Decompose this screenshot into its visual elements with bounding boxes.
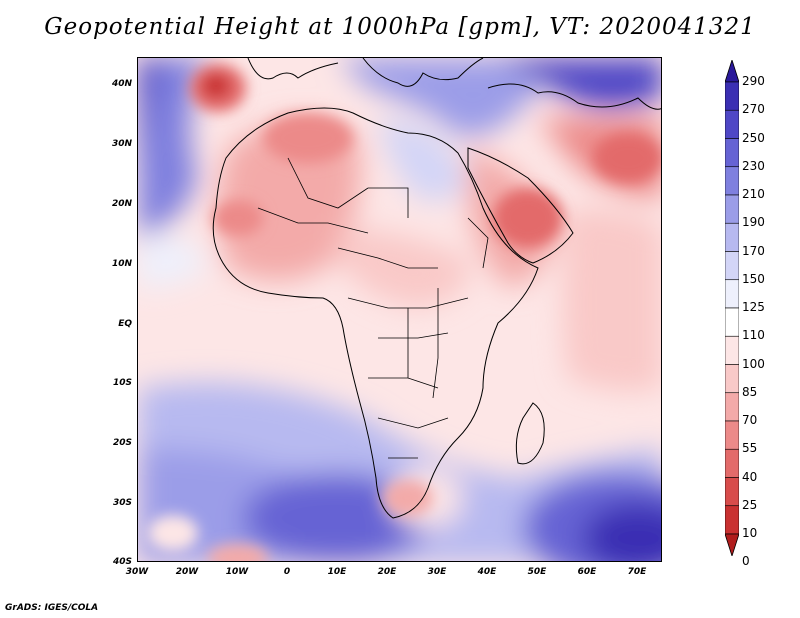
colorbar-label: 270 [742, 102, 765, 117]
lat-label-40n: 40N [111, 79, 132, 89]
colorbar-segment [725, 166, 739, 196]
lon-label-0: 0 [283, 567, 291, 577]
colorbar-label: 290 [742, 74, 765, 88]
colorbar-segment [725, 477, 739, 507]
africa-coastline [212, 107, 539, 519]
colorbar-label: 110 [742, 328, 765, 343]
colorbar-segment [725, 420, 739, 450]
colorbar-segment [725, 335, 739, 365]
colorbar-segment [725, 251, 739, 281]
colorbar-segment [725, 448, 739, 478]
colorbar [725, 60, 739, 556]
colorbar-segment [725, 222, 739, 252]
lon-label-10w: 10W [225, 567, 249, 577]
colorbar-bottom-arrow [725, 533, 739, 556]
colorbar-label: 85 [742, 384, 758, 399]
madagascar-coastline [515, 402, 545, 465]
colorbar-top-arrow [725, 60, 739, 83]
map-title: Geopotential Height at 1000hPa [gpm], VT… [44, 14, 756, 40]
lon-label-70e: 70E [627, 567, 647, 577]
geopotential-field [138, 58, 661, 561]
colorbar-segment [725, 138, 739, 168]
colorbar-segment [725, 307, 739, 337]
colorbar-segment [725, 81, 739, 111]
lon-label-30w: 30W [125, 567, 149, 577]
colorbar-segment [725, 505, 739, 535]
lat-label-30n: 30N [111, 139, 132, 149]
country-borders [257, 157, 489, 459]
lat-label-40s: 40S [112, 557, 132, 567]
colorbar-label: 125 [742, 300, 765, 314]
colorbar-segment [725, 279, 739, 309]
colorbar-label: 150 [742, 271, 765, 286]
colorbar-label: 230 [742, 158, 765, 173]
lat-label-20s: 20S [112, 438, 132, 448]
colorbar-segment [725, 392, 739, 422]
lat-label-10n: 10N [111, 259, 132, 269]
colorbar-segment [725, 109, 739, 139]
colorbar-label: 55 [742, 441, 758, 456]
lat-label-10s: 10S [112, 378, 132, 388]
lat-label-20n: 20N [111, 199, 132, 209]
colorbar-label: 250 [742, 130, 765, 145]
map-plot-area [137, 57, 662, 562]
colorbar-label: 170 [742, 243, 765, 258]
colorbar-label: 100 [742, 356, 765, 371]
colorbar-label: 190 [742, 215, 765, 230]
lon-label-60e: 60E [577, 567, 597, 577]
colorbar-label: 10 [742, 526, 758, 540]
lon-label-10e: 10E [327, 567, 347, 577]
lat-label-eq: EQ [118, 319, 132, 329]
lon-label-20e: 20E [377, 567, 397, 577]
colorbar-segment [725, 194, 739, 224]
lat-label-30s: 30S [112, 498, 132, 508]
colorbar-label: 210 [742, 187, 765, 201]
colorbar-label: 70 [742, 413, 758, 427]
europe-coastline [247, 58, 661, 110]
lon-label-20w: 20W [175, 567, 199, 577]
colorbar-segment [725, 364, 739, 394]
colorbar-label: 40 [742, 469, 758, 484]
arabia-coastline [467, 147, 574, 264]
lon-label-40e: 40E [477, 567, 497, 577]
lon-label-30e: 30E [427, 567, 447, 577]
colorbar-label: 25 [742, 497, 758, 512]
grads-credit: GrADS: IGES/COLA [5, 603, 99, 613]
colorbar-label: 0 [742, 554, 750, 569]
lon-label-50e: 50E [527, 567, 547, 577]
